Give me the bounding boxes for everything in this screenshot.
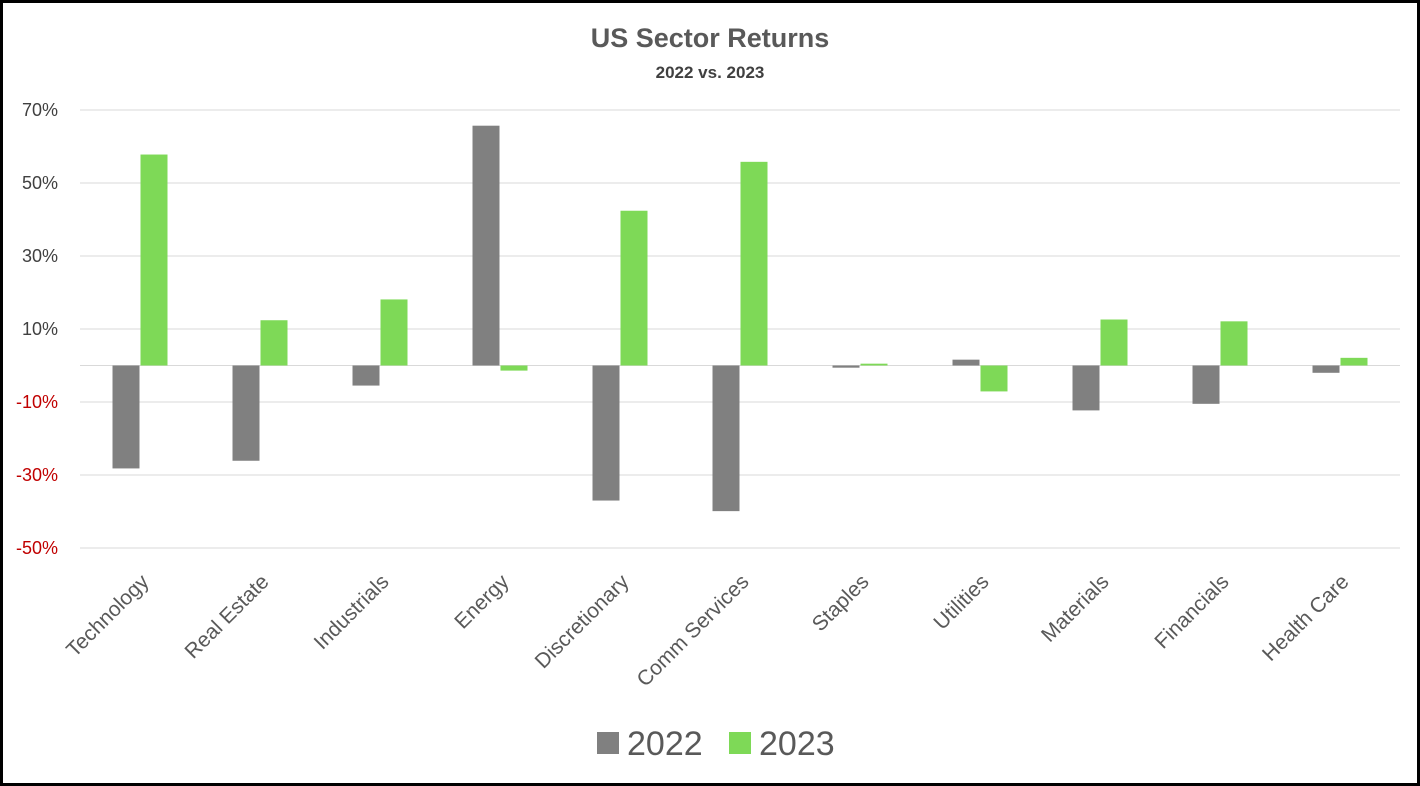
chart-subtitle: 2022 vs. 2023 <box>656 63 765 82</box>
x-category-label: Financials <box>1150 570 1233 653</box>
bar-2022-technology <box>112 365 140 469</box>
bar-2023-financials <box>1220 321 1248 366</box>
bar-2023-staples <box>860 363 888 366</box>
y-tick-label: 70% <box>22 100 58 120</box>
y-tick-label: 10% <box>22 319 58 339</box>
bar-2022-industrials <box>352 365 380 386</box>
bars <box>112 125 1368 512</box>
x-category-label: Industrials <box>310 570 394 654</box>
x-category-label: Materials <box>1037 570 1114 647</box>
bar-2022-comm-services <box>712 365 740 512</box>
bar-2023-real-estate <box>260 320 288 366</box>
x-category-label: Comm Services <box>632 570 753 691</box>
bar-2023-technology <box>140 154 168 366</box>
legend-label-2023: 2023 <box>759 725 835 763</box>
bar-2022-energy <box>472 125 500 366</box>
bar-2023-health-care <box>1340 357 1368 366</box>
y-tick-label: -10% <box>16 392 58 412</box>
y-tick-label: -30% <box>16 465 58 485</box>
x-category-label: Technology <box>62 570 154 662</box>
x-category-label: Health Care <box>1258 570 1354 666</box>
bar-2023-materials <box>1100 319 1128 366</box>
legend: 2022 2023 <box>597 725 835 763</box>
y-tick-label: 30% <box>22 246 58 266</box>
x-category-label: Utilities <box>929 570 993 634</box>
bar-2023-discretionary <box>620 210 648 366</box>
chart-title: US Sector Returns <box>591 23 830 53</box>
x-category-label: Real Estate <box>181 570 274 663</box>
bar-2022-health-care <box>1312 365 1340 373</box>
x-category-label: Energy <box>450 570 514 634</box>
gridlines <box>80 109 1400 549</box>
x-axis: Technology Real Estate Industrials Energy Di… <box>62 570 1353 691</box>
y-tick-label: -50% <box>16 538 58 558</box>
bar-2023-utilities <box>980 365 1008 392</box>
x-category-label: Discretionary <box>531 570 634 673</box>
legend-swatch-2023 <box>729 732 751 754</box>
bar-2022-utilities <box>952 359 980 366</box>
bar-2022-discretionary <box>592 365 620 501</box>
bar-2022-materials <box>1072 365 1100 411</box>
x-category-label: Staples <box>808 570 874 636</box>
bar-2023-energy <box>500 365 528 371</box>
y-axis: 70% 50% 30% 10% -10% -30% -50% <box>16 100 58 558</box>
bar-2023-comm-services <box>740 161 768 366</box>
y-tick-label: 50% <box>22 173 58 193</box>
bar-2022-financials <box>1192 365 1220 404</box>
bar-2022-real-estate <box>232 365 260 461</box>
bar-2023-industrials <box>380 299 408 366</box>
legend-label-2022: 2022 <box>627 725 703 763</box>
bar-2022-staples <box>832 365 860 368</box>
legend-swatch-2022 <box>597 732 619 754</box>
